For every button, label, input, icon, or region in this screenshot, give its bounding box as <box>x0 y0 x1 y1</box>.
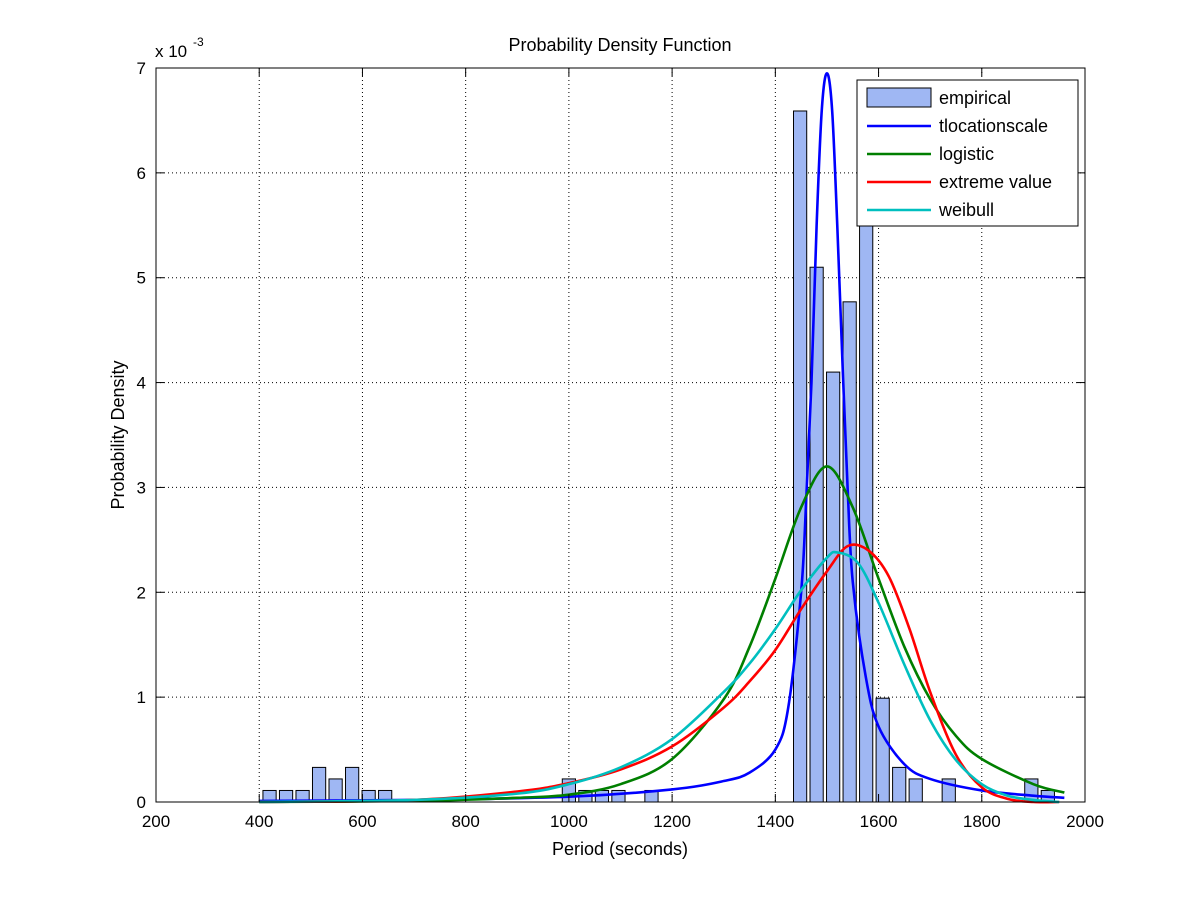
series-line-tlocationscale <box>259 71 1065 803</box>
y-axis-label: Probability Density <box>108 360 128 509</box>
legend-label-empirical: empirical <box>939 88 1011 108</box>
x-tick-label: 1800 <box>963 812 1001 831</box>
y-exponent-power: -3 <box>193 35 204 49</box>
x-tick-label: 1600 <box>860 812 898 831</box>
x-tick-label: 400 <box>245 812 273 831</box>
y-tick-label: 7 <box>137 59 146 78</box>
y-tick-label: 4 <box>137 374 146 393</box>
y-tick-label: 1 <box>137 688 146 707</box>
legend-label-tlocationscale: tlocationscale <box>939 116 1048 136</box>
x-axis-ticks: 200 400 600 800 1000 1200 1400 1600 1800 2000 <box>142 68 1104 831</box>
histogram-bar <box>908 778 923 803</box>
fitted-curves <box>259 71 1065 804</box>
histogram-bar <box>859 214 874 803</box>
histogram-bar <box>328 778 343 803</box>
chart-title: Probability Density Function <box>508 35 731 55</box>
grid <box>156 68 1085 802</box>
series-line-weibull <box>259 550 1060 804</box>
histogram-bar <box>311 766 327 803</box>
plot-frame <box>155 67 1086 803</box>
histogram-bar <box>793 110 808 803</box>
y-tick-label: 5 <box>137 269 146 288</box>
legend: empirical tlocationscale logistic extreme … <box>856 79 1079 227</box>
x-tick-label: 1400 <box>756 812 794 831</box>
x-tick-label: 800 <box>451 812 479 831</box>
legend-swatch-empirical <box>866 87 932 108</box>
y-tick-label: 0 <box>137 793 146 812</box>
legend-label-weibull: weibull <box>938 200 994 220</box>
y-exponent-label: x 10 <box>155 42 187 61</box>
y-tick-label: 6 <box>137 164 146 183</box>
histogram-bar <box>892 766 907 803</box>
histogram-bar <box>611 789 626 803</box>
x-axis-label: Period (seconds) <box>552 839 688 859</box>
y-tick-label: 2 <box>137 583 146 602</box>
histogram-bar <box>875 697 890 803</box>
x-tick-label: 600 <box>348 812 376 831</box>
x-tick-label: 200 <box>142 812 170 831</box>
x-tick-label: 2000 <box>1066 812 1104 831</box>
x-tick-label: 1200 <box>653 812 691 831</box>
y-axis-ticks: 0 1 2 3 4 5 6 7 <box>137 59 1085 812</box>
y-tick-label: 3 <box>137 478 146 497</box>
x-tick-label: 1000 <box>550 812 588 831</box>
series-line-logistic <box>259 465 1065 804</box>
legend-label-logistic: logistic <box>939 144 994 164</box>
histogram-bar <box>345 766 360 803</box>
histogram-bar <box>826 371 841 803</box>
legend-label-extreme-value: extreme value <box>939 172 1052 192</box>
